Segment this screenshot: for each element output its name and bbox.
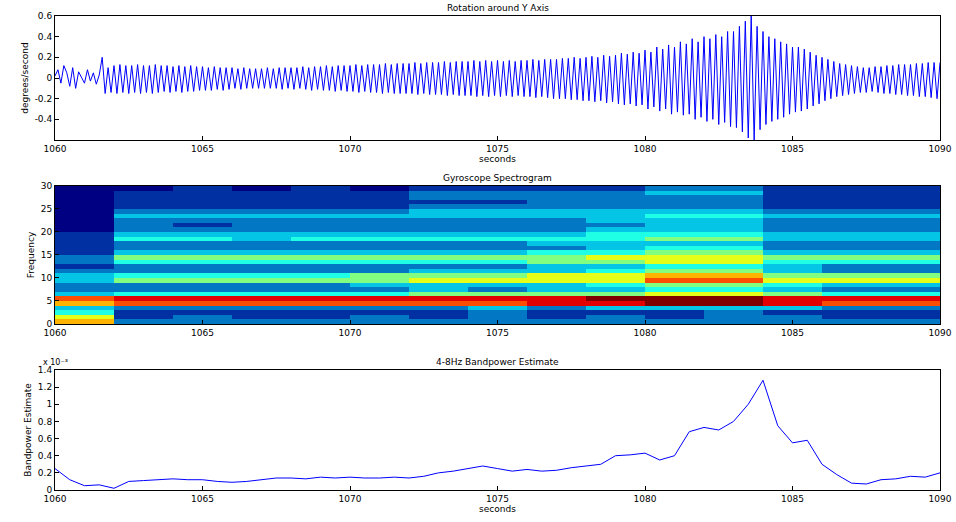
svg-text:1085: 1085 (781, 328, 804, 338)
svg-text:1065: 1065 (191, 144, 214, 154)
svg-text:Gyroscope Spectrogram: Gyroscope Spectrogram (443, 173, 552, 183)
svg-text:0.8: 0.8 (38, 417, 53, 427)
svg-text:1060: 1060 (44, 144, 67, 154)
svg-text:1070: 1070 (339, 144, 362, 154)
svg-text:0.4: 0.4 (38, 32, 53, 42)
svg-text:1085: 1085 (781, 494, 804, 504)
svg-text:1060: 1060 (44, 494, 67, 504)
svg-text:0.6: 0.6 (38, 434, 53, 444)
svg-text:seconds: seconds (479, 154, 516, 164)
svg-text:1075: 1075 (486, 494, 509, 504)
svg-text:15: 15 (41, 250, 52, 260)
svg-text:1070: 1070 (339, 494, 362, 504)
svg-text:1075: 1075 (486, 328, 509, 338)
svg-text:5: 5 (46, 296, 52, 306)
svg-text:Bandpower Estimate: Bandpower Estimate (23, 383, 33, 477)
svg-text:1080: 1080 (634, 144, 657, 154)
svg-text:1: 1 (46, 399, 52, 409)
svg-text:10: 10 (41, 273, 53, 283)
svg-text:0.4: 0.4 (38, 451, 53, 461)
svg-text:25: 25 (41, 204, 52, 214)
svg-text:20: 20 (41, 227, 53, 237)
svg-text:30: 30 (41, 181, 53, 191)
svg-text:1.2: 1.2 (38, 382, 52, 392)
svg-text:0: 0 (46, 319, 52, 329)
svg-text:1075: 1075 (486, 144, 509, 154)
svg-text:-0.2: -0.2 (35, 94, 53, 104)
svg-text:degrees/second: degrees/second (20, 42, 30, 113)
svg-text:4-8Hz Bandpower Estimate: 4-8Hz Bandpower Estimate (436, 357, 559, 367)
svg-text:1080: 1080 (634, 328, 657, 338)
svg-text:Frequency: Frequency (26, 231, 36, 278)
svg-text:1090: 1090 (929, 328, 952, 338)
svg-text:0.2: 0.2 (38, 468, 52, 478)
svg-text:0.6: 0.6 (38, 11, 53, 21)
svg-text:seconds: seconds (479, 504, 516, 514)
svg-text:0: 0 (46, 73, 52, 83)
svg-text:1090: 1090 (929, 144, 952, 154)
svg-text:1065: 1065 (191, 494, 214, 504)
svg-text:1065: 1065 (191, 328, 214, 338)
svg-text:0: 0 (46, 485, 52, 495)
svg-text:1.4: 1.4 (38, 365, 53, 375)
svg-text:-0.4: -0.4 (35, 114, 53, 124)
svg-text:1090: 1090 (929, 494, 952, 504)
svg-text:Rotation around Y Axis: Rotation around Y Axis (447, 3, 549, 13)
svg-text:0.2: 0.2 (38, 52, 52, 62)
svg-text:1085: 1085 (781, 144, 804, 154)
svg-text:x 10⁻³: x 10⁻³ (43, 358, 68, 367)
svg-text:1070: 1070 (339, 328, 362, 338)
svg-text:1060: 1060 (44, 328, 67, 338)
svg-text:1080: 1080 (634, 494, 657, 504)
